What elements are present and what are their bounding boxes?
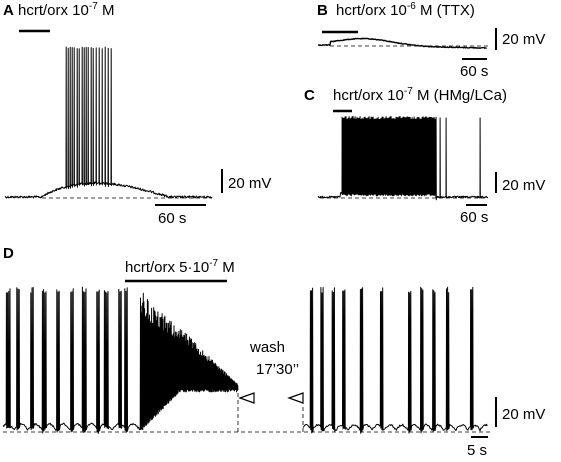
panel-d-wash-time-label: 17’30’’	[256, 361, 299, 378]
panel-c-label: C	[304, 87, 315, 104]
panel-a: A hcrt/orx 10-7 M 20 mV 60 s	[3, 1, 271, 227]
panel-c-voltage-trace	[317, 116, 489, 201]
panel-a-voltage-trace	[4, 46, 213, 199]
panel-a-voltage-scale-label: 20 mV	[228, 175, 271, 192]
panel-d: D hcrt/orx 5·10-7 M wash 17’30’’ 20 mV 5…	[2, 245, 545, 459]
panel-c-drug-label: hcrt/orx 10-7 M (HMg/LCa)	[333, 86, 507, 104]
panel-b-drug-label: hcrt/orx 10-6 M (TTX)	[336, 1, 475, 19]
panel-a-drug-label: hcrt/orx 10-7 M	[18, 1, 114, 19]
panel-d-voltage-trace-after-wash	[302, 286, 488, 434]
panel-b-time-scale-label: 60 s	[460, 63, 488, 80]
panel-d-time-scale-label: 5 s	[467, 442, 487, 459]
panel-a-label: A	[3, 2, 14, 19]
panel-d-wash-end-arrow	[287, 392, 304, 404]
panel-a-time-scale-label: 60 s	[158, 210, 186, 227]
panel-c-time-scale-label: 60 s	[460, 209, 488, 226]
panel-b-label: B	[317, 2, 328, 19]
panel-b-voltage-trace	[318, 37, 487, 49]
panel-d-drug-label: hcrt/orx 5·10-7 M	[125, 258, 235, 276]
panel-c: C hcrt/orx 10-7 M (HMg/LCa) 20 mV 60 s	[304, 86, 545, 226]
panel-d-label: D	[3, 245, 14, 262]
panel-c-voltage-scale-label: 20 mV	[502, 177, 545, 194]
panel-d-voltage-scale-label: 20 mV	[502, 406, 545, 423]
panel-d-wash-start-arrow	[238, 392, 255, 404]
panel-d-voltage-trace-before-wash	[2, 286, 239, 434]
panel-d-wash-label: wash	[249, 339, 285, 356]
panel-b-voltage-scale-label: 20 mV	[502, 31, 545, 48]
panel-b: B hcrt/orx 10-6 M (TTX) 20 mV 60 s	[317, 1, 545, 80]
